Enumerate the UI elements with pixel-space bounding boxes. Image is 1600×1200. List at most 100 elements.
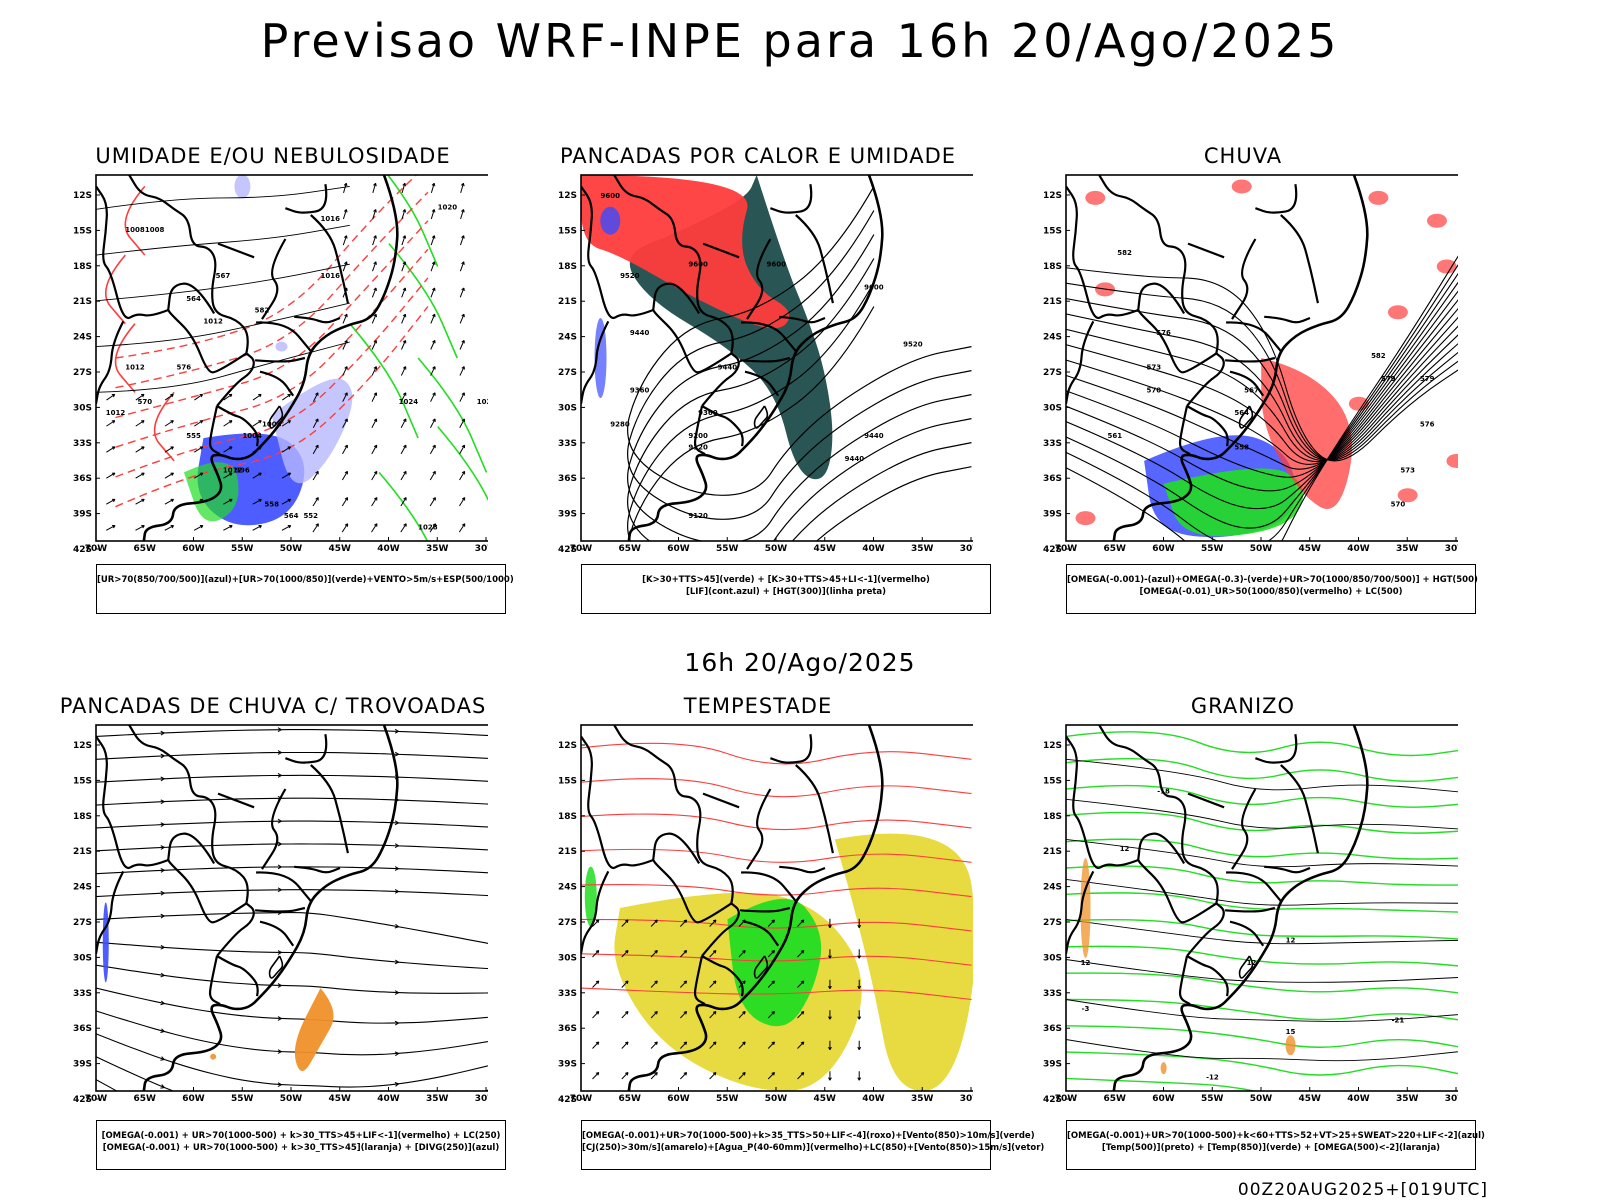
lon-tick-label: 55W (231, 1094, 254, 1104)
wind-vector (252, 525, 262, 531)
wind-vector (401, 235, 406, 246)
coastline (1112, 175, 1369, 541)
political-border (1137, 859, 1217, 924)
wind-vector (343, 183, 347, 194)
political-border (1178, 405, 1191, 456)
contour-label: 564 (186, 295, 201, 303)
hgt500-contour (1066, 267, 1458, 462)
political-border (259, 370, 295, 397)
streamline-250 (96, 912, 488, 944)
streamline-250-arrow (395, 1113, 399, 1117)
wind-vector (402, 339, 407, 344)
wind850-vector (857, 1016, 862, 1020)
wind850-vector (683, 919, 688, 924)
wind-vector (111, 393, 116, 398)
wind-vector (432, 392, 436, 396)
political-border (652, 282, 701, 314)
wind850-vector (738, 1011, 746, 1019)
wind-vector (258, 420, 262, 424)
wind850-vector (738, 1041, 746, 1049)
legend-box: [OMEGA(-0.001)+UR>70(1000-500)+k<60+TTS>… (1066, 1120, 1485, 1170)
wind-vector (402, 366, 407, 370)
lon-tick-label: 55W (1201, 1094, 1224, 1104)
lon-tick-label: 55W (231, 544, 254, 554)
lat-tick-label: 12S (1043, 741, 1062, 751)
wind-vector (400, 366, 407, 376)
lat-tick-label: 21S (558, 297, 577, 307)
contour-label: 579 (1420, 375, 1435, 383)
streamline-250-arrow (394, 1051, 399, 1057)
political-border (1066, 185, 1139, 320)
wind-vector (135, 525, 145, 531)
political-border (1066, 320, 1095, 404)
temp500-contour (1066, 798, 1458, 830)
streamline-250-arrow (277, 1082, 282, 1087)
wind-vector (373, 497, 378, 501)
omega500-patch (1285, 1035, 1296, 1056)
political-border (1066, 870, 1095, 954)
lon-tick-label: 40W (1347, 1094, 1370, 1104)
wind850-vector (683, 950, 688, 954)
political-border (261, 788, 287, 870)
streamline-250 (96, 941, 488, 970)
streamline-250-arrow (394, 959, 399, 965)
legend-line-1: [OMEGA(-0.001) + UR>70(1000-500) + k>30_… (101, 1131, 501, 1141)
streamline-250-arrow (394, 923, 399, 929)
wind-vector (459, 418, 465, 429)
lat-tick-label: 36S (1043, 1024, 1062, 1034)
political-border (1137, 832, 1186, 864)
streamline-250-arrow (277, 818, 282, 824)
wind850-vector (742, 950, 746, 954)
humidity-low-contour (378, 471, 429, 541)
lon-tick-label: 45W (814, 1094, 837, 1104)
hgt300-contour (627, 186, 972, 496)
political-border (217, 242, 255, 259)
legend-line-2: [LIF](cont.azul) + [HGT(300)](linha pret… (685, 587, 887, 597)
wind-vector (170, 472, 174, 476)
political-border (744, 920, 780, 947)
contour-label: 1008 (145, 226, 165, 234)
wind-vector (228, 446, 233, 450)
divergence-area (102, 902, 109, 983)
streamline-250-arrow (277, 1049, 282, 1054)
political-border (740, 356, 791, 363)
lon-tick-label: 60W (1152, 1094, 1175, 1104)
lon-tick-label: 35W (426, 544, 449, 554)
wind-vector (342, 235, 348, 246)
wind850-vector (828, 1077, 832, 1081)
wind-vector (141, 525, 145, 529)
wind-vector (111, 420, 116, 424)
wind-vector (223, 472, 233, 479)
lat-tick-label: 42S (1043, 545, 1062, 555)
map-frame (1065, 174, 1458, 542)
contour-label: 576 (1420, 421, 1435, 429)
wind-vector (344, 470, 348, 475)
political-border (294, 315, 341, 324)
wind-vector (106, 498, 116, 505)
wind-vector (373, 366, 378, 370)
wind-vector (281, 446, 291, 453)
lat-tick-label: 24S (558, 883, 577, 893)
lat-tick-label: 18S (73, 262, 92, 272)
legend-box: [OMEGA(-0.001)-(azul)+OMEGA(-0.3)-(verde… (1066, 564, 1478, 614)
lon-tick-label: 30W (475, 1094, 488, 1104)
lat-tick-label: 33S (73, 989, 92, 999)
lat-tick-label: 36S (558, 1024, 577, 1034)
wind-vector (344, 418, 348, 422)
lat-tick-label: 24S (1043, 333, 1062, 343)
political-border (256, 321, 312, 352)
streamline-250 (96, 866, 488, 875)
political-border (701, 955, 744, 997)
wind850-vector (828, 1016, 832, 1020)
wind-vector (458, 523, 466, 533)
wind-vector (344, 339, 348, 344)
coastline (627, 725, 884, 1091)
wind-vector (229, 472, 233, 476)
lat-tick-label: 12S (558, 191, 577, 201)
wind-vector (459, 471, 466, 481)
wind-vector (252, 420, 262, 427)
contour-label: 582 (255, 306, 270, 314)
hgt500-contour (1066, 328, 1458, 461)
